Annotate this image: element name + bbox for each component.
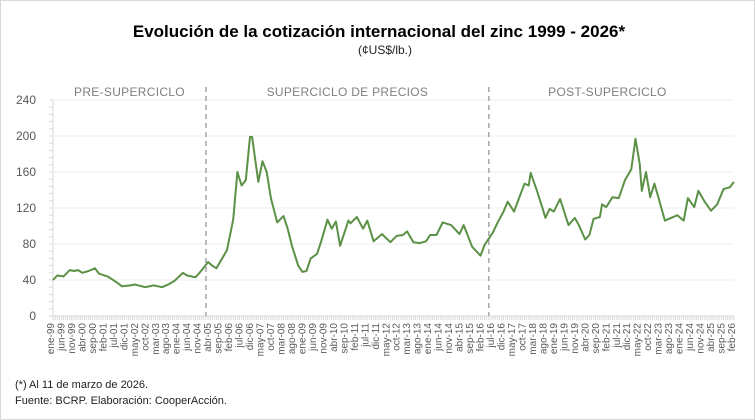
x-tick-label: jul-06 <box>235 323 246 349</box>
x-tick-label: mar-23 <box>654 323 665 355</box>
x-tick-label: mar-03 <box>151 323 162 355</box>
x-tick-label: ago-23 <box>664 323 675 355</box>
x-tick-label: ago-18 <box>538 323 549 355</box>
x-tick-label: jun-19 <box>559 323 570 352</box>
x-tick-label: jun-14 <box>434 323 445 352</box>
x-tick-label: sep-00 <box>88 323 99 354</box>
x-tick-label: jun-99 <box>56 323 67 352</box>
x-tick-label: may-12 <box>381 323 392 357</box>
x-tick-label: nov-09 <box>318 323 329 354</box>
x-tick-label: jul-21 <box>612 323 623 349</box>
x-tick-label: may-22 <box>633 323 644 357</box>
x-tick-label: jul-11 <box>360 323 371 348</box>
x-tick-label: nov-04 <box>193 323 204 354</box>
x-tick-label: ago-13 <box>413 323 424 355</box>
x-tick-label: abr-25 <box>706 323 717 352</box>
x-tick-label: nov-99 <box>67 323 78 354</box>
x-tick-label: sep-15 <box>465 323 476 354</box>
x-tick-label: abr-10 <box>329 323 340 352</box>
x-tick-label: oct-07 <box>266 323 277 351</box>
x-tick-label: mar-08 <box>276 323 287 355</box>
x-tick-label: jun-09 <box>308 323 319 352</box>
x-tick-label: feb-21 <box>601 323 612 352</box>
x-tick-label: feb-16 <box>476 323 487 352</box>
x-tick-label: nov-14 <box>444 323 455 354</box>
x-tick-label: may-07 <box>256 323 267 357</box>
x-tick-label: may-02 <box>130 323 141 357</box>
y-tick-label: 80 <box>23 237 37 251</box>
x-tick-label: feb-26 <box>727 323 738 352</box>
x-tick-label: abr-20 <box>580 323 591 352</box>
x-tick-label: nov-24 <box>696 323 707 354</box>
x-tick-label: abr-00 <box>77 323 88 352</box>
x-tick-label: dic-11 <box>371 323 382 350</box>
x-tick-label: dic-21 <box>622 323 633 351</box>
period-label: SUPERCICLO DE PRECIOS <box>267 85 429 99</box>
x-tick-label: ene-14 <box>423 323 434 355</box>
x-tick-label: sep-25 <box>717 323 728 354</box>
x-tick-label: mar-18 <box>528 323 539 355</box>
x-tick-label: dic-06 <box>245 323 256 351</box>
x-tick-label: sep-10 <box>339 323 350 354</box>
x-tick-label: feb-11 <box>350 323 361 351</box>
period-label: PRE-SUPERCICLO <box>74 85 185 99</box>
chart-subtitle: (¢US$/lb.) <box>358 43 412 57</box>
x-tick-label: mar-13 <box>402 323 413 355</box>
x-tick-label: sep-05 <box>214 323 225 354</box>
x-tick-label: jun-24 <box>685 323 696 352</box>
period-label: POST-SUPERCICLO <box>548 85 667 99</box>
y-tick-label: 200 <box>16 129 36 143</box>
x-tick-label: ene-99 <box>46 323 57 355</box>
x-tick-label: dic-16 <box>497 323 508 351</box>
x-tick-label: dic-01 <box>119 323 130 351</box>
x-tick-label: ene-24 <box>675 323 686 355</box>
chart-title: Evolución de la cotización internacional… <box>133 22 626 41</box>
x-tick-label: nov-19 <box>570 323 581 354</box>
x-tick-label: ene-04 <box>172 323 183 355</box>
x-tick-label: abr-05 <box>203 323 214 352</box>
x-tick-label: abr-15 <box>455 323 466 352</box>
y-tick-label: 240 <box>16 93 36 107</box>
x-tick-label: oct-22 <box>643 323 654 351</box>
y-tick-label: 120 <box>16 201 36 215</box>
footnote-source: Fuente: BCRP. Elaboración: CooperAcción. <box>15 395 227 407</box>
x-tick-label: may-17 <box>507 323 518 357</box>
y-tick-label: 160 <box>16 165 36 179</box>
x-tick-label: oct-12 <box>392 323 403 351</box>
x-tick-label: ene-19 <box>549 323 560 355</box>
x-tick-label: ago-03 <box>161 323 172 355</box>
x-tick-label: feb-06 <box>224 323 235 352</box>
footnote-date: (*) Al 11 de marzo de 2026. <box>15 379 149 391</box>
x-tick-label: oct-17 <box>517 323 528 351</box>
x-tick-label: oct-02 <box>140 323 151 351</box>
x-tick-label: jul-01 <box>109 323 120 349</box>
x-tick-label: feb-01 <box>98 323 109 352</box>
x-tick-label: jul-16 <box>486 323 497 349</box>
y-tick-label: 0 <box>29 309 36 323</box>
y-tick-label: 40 <box>23 273 37 287</box>
x-tick-label: ago-08 <box>287 323 298 355</box>
x-tick-label: sep-20 <box>591 323 602 354</box>
x-tick-label: ene-09 <box>297 323 308 355</box>
x-tick-label: jun-04 <box>182 323 193 352</box>
series-line-zinc <box>52 135 735 289</box>
